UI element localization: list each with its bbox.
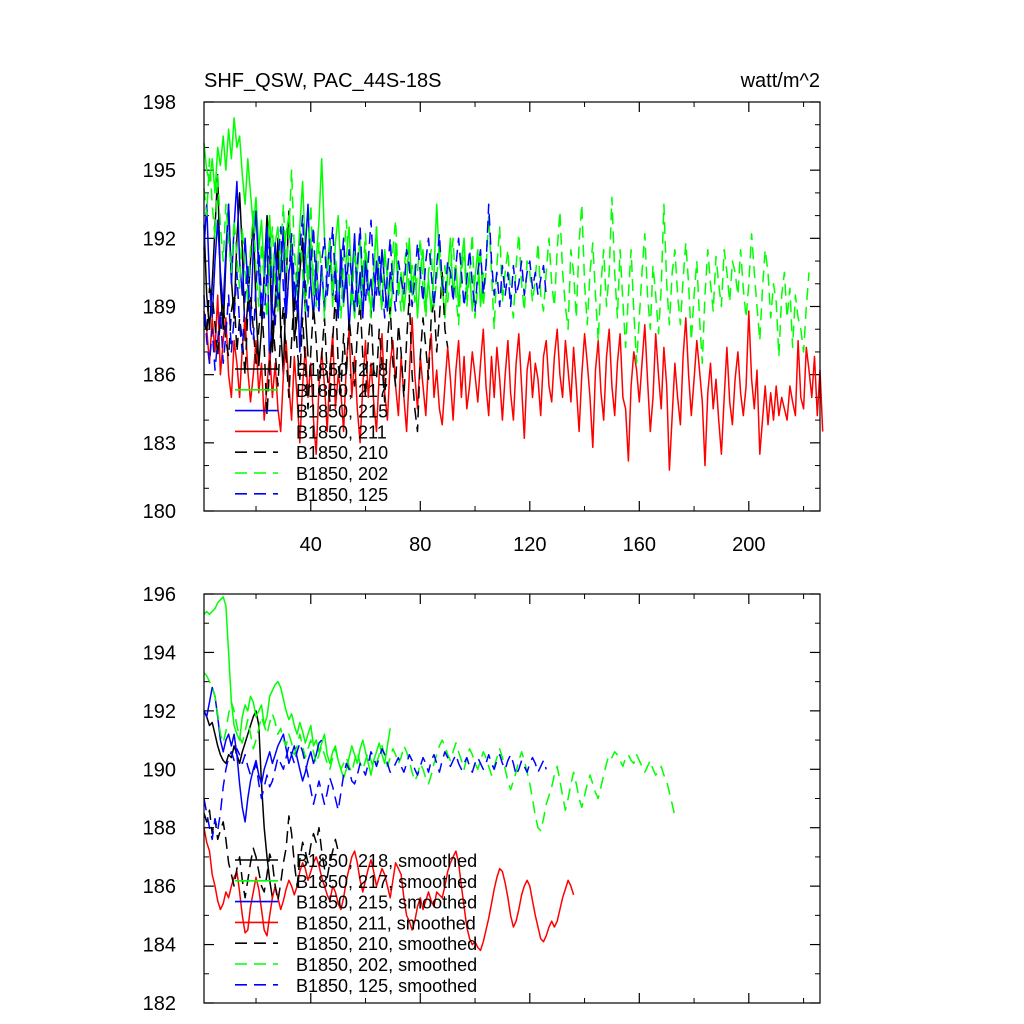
y-tick-label: 192: [143, 228, 176, 250]
legend-label-b1850-215: B1850, 215: [296, 402, 388, 422]
series-line-b1850-217: [203, 117, 485, 319]
x-tick-label: 200: [732, 534, 765, 556]
series-line-b1850-215: [203, 180, 394, 376]
chart-title: SHF_QSW, PAC_44S-18S: [204, 70, 442, 92]
legend-label-b1850-217-smoothed: B1850, 217, smoothed: [296, 872, 477, 892]
y-tick-label: 195: [143, 160, 176, 182]
bottom-plot-frame: [203, 593, 821, 1004]
legend-label-b1850-125: B1850, 125: [296, 485, 388, 505]
legend-label-b1850-211-smoothed: B1850, 211, smoothed: [296, 913, 476, 933]
legend-label-b1850-202-smoothed: B1850, 202, smoothed: [296, 955, 477, 975]
y-tick-label: 186: [143, 876, 176, 898]
legend-label-b1850-218-smoothed: B1850, 218, smoothed: [296, 851, 477, 871]
legend-label-b1850-215-smoothed: B1850, 215, smoothed: [296, 893, 477, 913]
series-line-b1850-125-smoothed: [203, 742, 547, 841]
bottom-series-lines: [203, 596, 679, 952]
series-line-b1850-218-smoothed: [203, 710, 274, 898]
series-line-b1850-210-smoothed: [203, 809, 339, 902]
y-tick-label: 184: [143, 935, 176, 957]
y-tick-label: 180: [143, 501, 176, 523]
top-plot-frame: [203, 101, 821, 512]
bottom-panel: 182 184 186 188 190 192 194 196 B1850, 218, smo…: [143, 584, 821, 1015]
legend-label-b1850-218: B1850, 218: [296, 360, 388, 380]
y-tick-label: 194: [143, 642, 176, 664]
y-tick-label: 183: [143, 433, 176, 455]
y-tick-label: 190: [143, 759, 176, 781]
legend-label-b1850-217: B1850, 217: [296, 381, 388, 401]
legend-label-b1850-210-smoothed: B1850, 210, smoothed: [296, 934, 477, 954]
x-tick-label: 160: [623, 534, 656, 556]
y-tick-label: 192: [143, 701, 176, 723]
x-tick-label: 80: [409, 534, 431, 556]
y-tick-label: 182: [143, 993, 176, 1015]
legend-label-b1850-125-smoothed: B1850, 125, smoothed: [296, 976, 477, 996]
x-tick-label: 40: [300, 534, 322, 556]
legend-label-b1850-210: B1850, 210: [296, 443, 388, 463]
top-panel: SHF_QSW, PAC_44S-18S watt/m^2 180 183 186 1…: [143, 70, 824, 556]
series-line-b1850-215-smoothed: [203, 686, 323, 823]
series-line-b1850-202-smoothed: [203, 672, 679, 832]
y-tick-label: 189: [143, 297, 176, 319]
series-line-b1850-125: [203, 203, 547, 371]
y-tick-label: 186: [143, 365, 176, 387]
x-tick-label: 120: [513, 534, 546, 556]
series-line-b1850-211-smoothed: [203, 827, 575, 952]
series-line-b1850-211: [203, 294, 824, 471]
legend-label-b1850-202: B1850, 202: [296, 464, 388, 484]
units-label: watt/m^2: [740, 70, 820, 92]
series-line-b1850-202: [203, 158, 810, 365]
series-line-b1850-217-smoothed: [203, 596, 391, 779]
y-tick-label: 188: [143, 818, 176, 840]
y-tick-label: 196: [143, 584, 176, 606]
y-tick-label: 198: [143, 92, 176, 114]
bottom-axis-ticks: 182 184 186 188 190 192 194 196: [143, 584, 820, 1015]
legend-label-b1850-211: B1850, 211: [296, 422, 387, 442]
